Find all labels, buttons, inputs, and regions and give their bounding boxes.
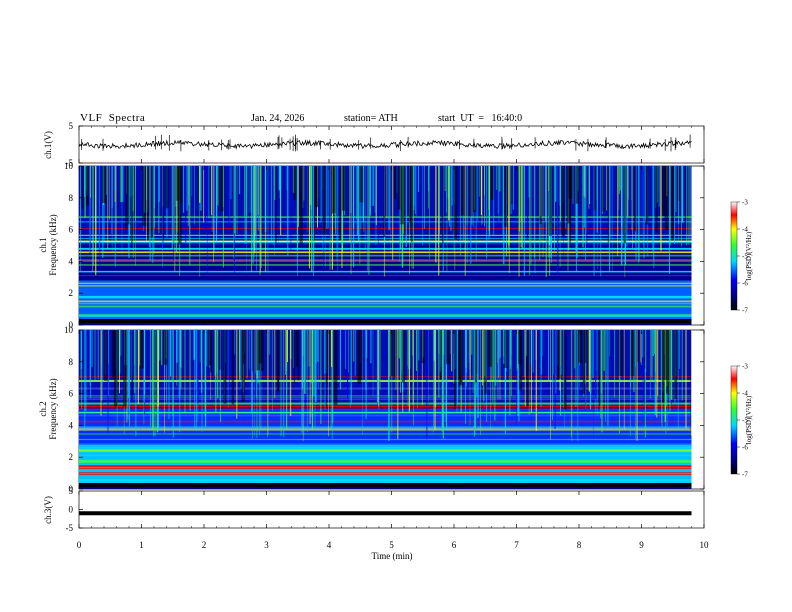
ch1-waveform xyxy=(78,134,692,152)
ch2-channel-label: ch.2 xyxy=(38,401,48,416)
y-tick-label: 0 xyxy=(69,484,74,494)
colorbar-tick-label: -3 xyxy=(742,363,748,371)
ch1-channel-label: ch.1 xyxy=(38,237,48,252)
x-tick-label: 9 xyxy=(639,540,644,550)
colorbar-tick-label: -4 xyxy=(742,226,748,234)
y-tick-label: 10 xyxy=(64,161,74,171)
x-tick-label: 10 xyxy=(700,540,710,550)
colorbar-tick-label: -5 xyxy=(742,417,748,425)
x-tick-label: 8 xyxy=(577,540,582,550)
ch2-spectrogram xyxy=(79,330,692,489)
y-tick-label: 4 xyxy=(69,256,74,266)
colorbar-tick-label: -3 xyxy=(742,199,748,207)
colorbar-tick-label: -5 xyxy=(742,253,748,261)
x-tick-label: 2 xyxy=(202,540,207,550)
station-label: station= ATH xyxy=(344,113,398,124)
y-tick-label: 2 xyxy=(69,452,74,462)
x-tick-label: 3 xyxy=(264,540,269,550)
ch2-colorbar xyxy=(730,365,738,475)
y-tick-label: 0 xyxy=(69,505,74,515)
y-tick-label: 0 xyxy=(69,320,74,330)
ch1-colorbar-label: log(PSD)(V²/Hz) xyxy=(745,231,753,280)
x-axis-label: Time (min) xyxy=(372,551,413,561)
y-tick-label: 4 xyxy=(69,420,74,430)
ch1-colorbar xyxy=(730,201,738,311)
y-tick-label: -5 xyxy=(66,158,74,168)
ch3-waveform-frame xyxy=(78,490,705,529)
y-tick-label: 8 xyxy=(69,193,74,203)
y-tick-label: -5 xyxy=(66,523,74,533)
y-tick-label: 5 xyxy=(69,121,74,131)
ch3-ylabel: ch.3(V) xyxy=(43,496,53,524)
ch2-colorbar-label: log(PSD)(V²/Hz) xyxy=(745,395,753,444)
ch1-freq-label: Frequency (kHz) xyxy=(48,214,58,275)
colorbar-tick-label: -4 xyxy=(742,390,748,398)
x-tick-label: 6 xyxy=(452,540,457,550)
colorbar-tick-label: -6 xyxy=(742,280,748,288)
colorbar-tick-label: -6 xyxy=(742,444,748,452)
x-tick-label: 0 xyxy=(77,540,82,550)
y-tick-label: 8 xyxy=(69,357,74,367)
ch1-spectrogram xyxy=(79,166,692,325)
ch2-freq-label: Frequency (kHz) xyxy=(48,378,58,439)
y-tick-label: 6 xyxy=(69,225,74,235)
date-label: Jan. 24, 2026 xyxy=(251,113,305,124)
figure-title: VLF Spectra xyxy=(80,112,146,124)
x-tick-label: 1 xyxy=(139,540,144,550)
x-tick-label: 4 xyxy=(327,540,332,550)
y-tick-label: 2 xyxy=(69,288,74,298)
ch1-ylabel: ch.1(V) xyxy=(43,131,53,159)
start-time-label: start UT = 16:40:0 xyxy=(438,113,523,124)
y-tick-label: 5 xyxy=(69,486,74,496)
y-tick-label: 6 xyxy=(69,389,74,399)
colorbar-tick-label: -7 xyxy=(742,471,748,479)
colorbar-tick-label: -7 xyxy=(742,307,748,315)
x-tick-label: 7 xyxy=(514,540,519,550)
x-tick-label: 5 xyxy=(389,540,394,550)
y-tick-label: 10 xyxy=(64,325,74,335)
